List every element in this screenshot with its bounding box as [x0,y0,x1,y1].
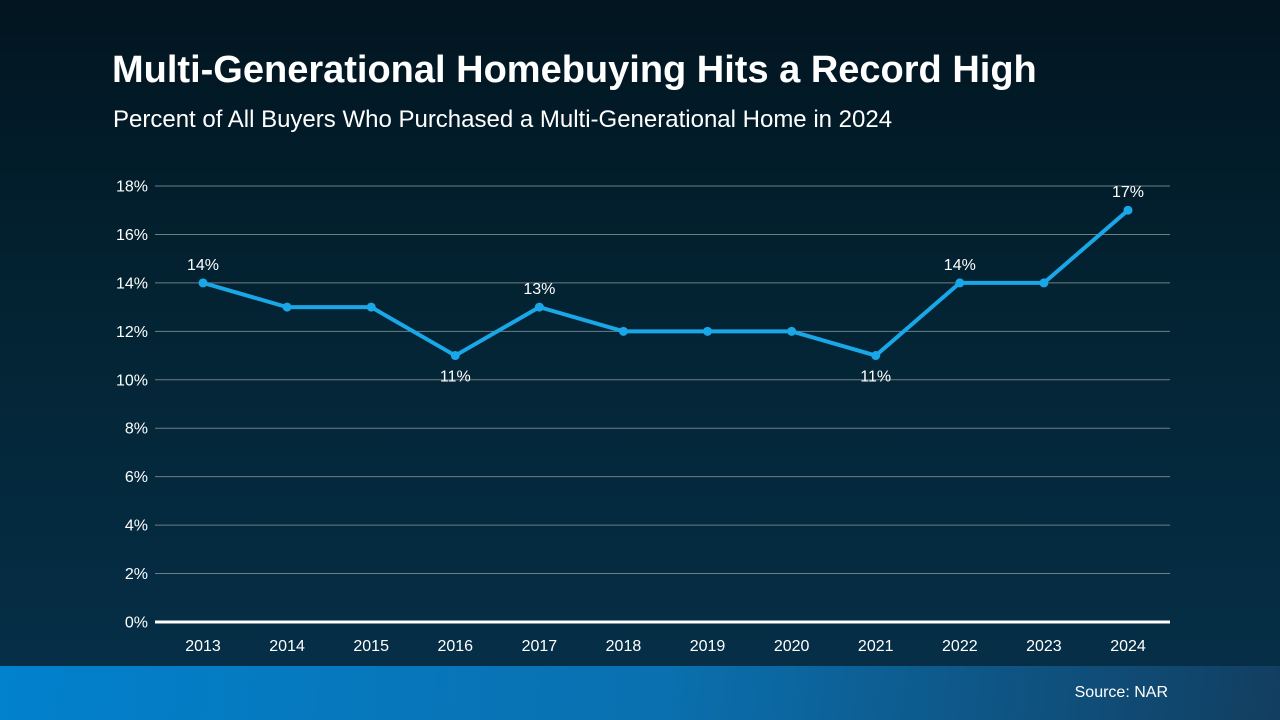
data-point [787,326,797,336]
data-point-label: 11% [860,369,891,386]
data-point [618,326,628,336]
source-text: Source: NAR [1074,684,1168,701]
x-tick-label: 2020 [774,638,810,655]
x-tick-label: 2022 [942,638,978,655]
y-tick-label: 8% [125,421,148,438]
data-point [703,326,713,336]
data-point-label: 14% [187,257,219,274]
x-tick-label: 2015 [353,638,389,655]
data-point-label: 11% [440,369,471,386]
x-tick-label: 2018 [606,638,642,655]
x-tick-label: 2023 [1026,638,1062,655]
x-tick-label: 2019 [690,638,726,655]
y-tick-label: 10% [116,372,148,389]
x-tick-label: 2013 [185,638,221,655]
y-tick-label: 18% [116,179,148,196]
data-point [282,302,292,312]
y-tick-label: 6% [125,469,148,486]
data-point-label: 13% [523,281,555,298]
y-tick-label: 12% [116,324,148,341]
data-point [955,278,965,288]
y-tick-label: 2% [125,566,148,583]
footer-bar: Source: NAR [0,666,1280,720]
data-point [198,278,208,288]
x-tick-label: 2016 [437,638,473,655]
y-tick-label: 14% [116,275,148,292]
y-tick-label: 16% [116,227,148,244]
data-point-label: 14% [944,257,976,274]
data-point-label: 17% [1112,184,1144,201]
chart-subtitle: Percent of All Buyers Who Purchased a Mu… [113,106,893,133]
x-tick-label: 2014 [269,638,305,655]
data-point [1039,278,1049,288]
y-tick-label: 4% [125,518,148,535]
data-point [450,351,460,361]
data-point [366,302,376,312]
data-point [871,351,881,361]
chart-title: Multi-Generational Homebuying Hits a Rec… [112,49,1037,91]
x-tick-label: 2021 [858,638,894,655]
data-point [534,302,544,312]
line-chart: 0% 2% 4% 6% 8% 10% 12% 14% 16% 18% 2013 2014 2015 201… [116,179,1170,655]
data-line [201,208,1130,358]
data-point [1123,205,1133,215]
x-tick-label: 2017 [522,638,558,655]
y-tick-label: 0% [125,615,148,632]
x-tick-label: 2024 [1110,638,1146,655]
